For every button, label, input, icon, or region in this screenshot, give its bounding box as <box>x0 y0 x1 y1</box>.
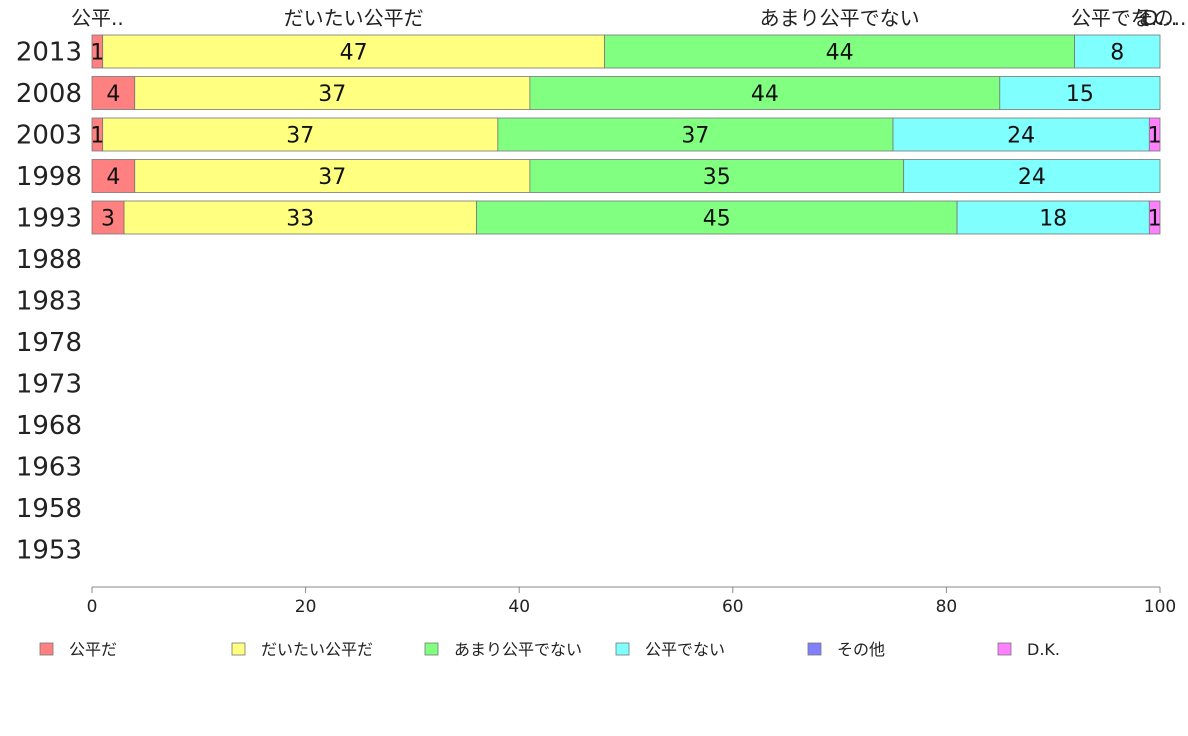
data-label-2003-2: 37 <box>681 124 709 149</box>
bar-segment-1993-2 <box>476 200 958 235</box>
year-label-2008: 2008 <box>16 79 82 109</box>
bar-segment-2008-2 <box>529 76 1001 110</box>
year-label-1973: 1973 <box>16 370 82 400</box>
x-tick-label-100: 100 <box>1144 597 1176 617</box>
x-tick-label-80: 80 <box>936 597 958 617</box>
bars: 1 47 44 84 37 44 151 37 37 24 14 37 35 243 33 45 18 1 <box>90 34 1162 235</box>
year-labels: 2013 2008 2003 1998 1993 1988 1983 1978 1973 1968… <box>16 38 82 566</box>
legend-label-4: その他 <box>837 640 885 659</box>
bar-segment-1998-1 <box>134 159 531 193</box>
x-axis: 0 20 40 60 80 100 <box>87 586 1176 617</box>
data-label-2013-0: 1 <box>90 41 104 66</box>
bar-segment-1998-2 <box>529 159 905 193</box>
bar-segment-2003-1 <box>102 117 499 152</box>
header-label-2: あまり公平でない <box>760 6 920 30</box>
legend-label-3: 公平でない <box>645 640 725 659</box>
year-label-1978: 1978 <box>16 328 82 358</box>
data-label-1993-0: 3 <box>101 207 115 232</box>
year-label-1983: 1983 <box>16 287 82 317</box>
bar-segment-1998-0 <box>91 159 136 193</box>
data-label-2003-5: 1 <box>1148 124 1162 149</box>
year-label-1998: 1998 <box>16 162 82 192</box>
x-tick-label-20: 20 <box>295 597 317 617</box>
bar-segment-2013-2 <box>604 34 1075 69</box>
data-label-2013-3: 8 <box>1110 41 1124 66</box>
data-label-2008-3: 15 <box>1066 82 1094 107</box>
bar-segment-2013-3 <box>1074 34 1161 69</box>
data-label-1998-0: 4 <box>106 165 120 190</box>
data-label-1993-5: 1 <box>1148 207 1162 232</box>
data-label-1993-3: 18 <box>1039 207 1067 232</box>
legend-swatch-1 <box>231 642 246 656</box>
data-label-1998-1: 37 <box>318 165 346 190</box>
legend-label-2: あまり公平でない <box>454 640 582 659</box>
year-label-1988: 1988 <box>16 245 82 275</box>
x-tick-label-60: 60 <box>722 597 744 617</box>
header-label-0: 公平.. <box>71 6 124 30</box>
legend-swatch-4 <box>807 642 822 656</box>
header-label-3: 公平でな.. <box>1071 6 1164 30</box>
bar-segment-1993-1 <box>123 200 477 235</box>
legend-label-5: D.K. <box>1027 640 1060 659</box>
year-label-1968: 1968 <box>16 411 82 441</box>
data-label-2003-0: 1 <box>90 124 104 149</box>
x-tick-label-0: 0 <box>87 597 98 617</box>
data-label-2003-1: 37 <box>286 124 314 149</box>
bar-segment-2008-1 <box>134 76 531 110</box>
header-label-4: その.. <box>1134 6 1187 30</box>
data-label-1993-1: 33 <box>286 207 314 232</box>
year-label-2013: 2013 <box>16 38 82 68</box>
data-label-1998-3: 24 <box>1018 165 1046 190</box>
bar-segment-2008-3 <box>999 76 1161 110</box>
year-label-2003: 2003 <box>16 121 82 151</box>
header-label-1: だいたい公平だ <box>284 6 424 30</box>
data-label-2008-2: 44 <box>751 82 779 107</box>
bar-segment-1993-0 <box>91 200 125 235</box>
data-label-2013-1: 47 <box>340 41 368 66</box>
year-label-1993: 1993 <box>16 204 82 234</box>
legend-swatch-0 <box>39 642 54 656</box>
bar-segment-1998-3 <box>903 159 1161 193</box>
year-label-1953: 1953 <box>16 536 82 566</box>
legend-swatch-3 <box>615 642 630 656</box>
legend-swatch-5 <box>997 642 1012 656</box>
data-label-2013-2: 44 <box>826 41 854 66</box>
column-header-labels: 公平.. だいたい公平だ あまり公平でない 公平でな..その..D... <box>71 6 1186 30</box>
data-label-1993-2: 45 <box>703 207 731 232</box>
data-label-2008-0: 4 <box>106 82 120 107</box>
year-label-1958: 1958 <box>16 494 82 524</box>
data-label-2003-3: 24 <box>1007 124 1035 149</box>
bar-segment-2003-3 <box>892 117 1150 152</box>
legend: 公平だ だいたい公平だ あまり公平でない 公平でない その他 D.K. <box>39 640 1060 659</box>
bar-segment-2008-0 <box>91 76 136 110</box>
data-label-2008-1: 37 <box>318 82 346 107</box>
legend-label-1: だいたい公平だ <box>261 640 373 659</box>
legend-swatch-2 <box>424 642 439 656</box>
x-tick-label-40: 40 <box>508 597 530 617</box>
bar-segment-2003-5 <box>1148 117 1161 152</box>
year-label-1963: 1963 <box>16 453 82 483</box>
header-label-5: D... <box>1143 6 1177 30</box>
legend-label-0: 公平だ <box>69 640 117 659</box>
bar-segment-1993-3 <box>956 200 1150 235</box>
bar-segment-1993-5 <box>1148 200 1161 235</box>
bar-segment-2003-2 <box>497 117 894 152</box>
data-label-1998-2: 35 <box>703 165 731 190</box>
